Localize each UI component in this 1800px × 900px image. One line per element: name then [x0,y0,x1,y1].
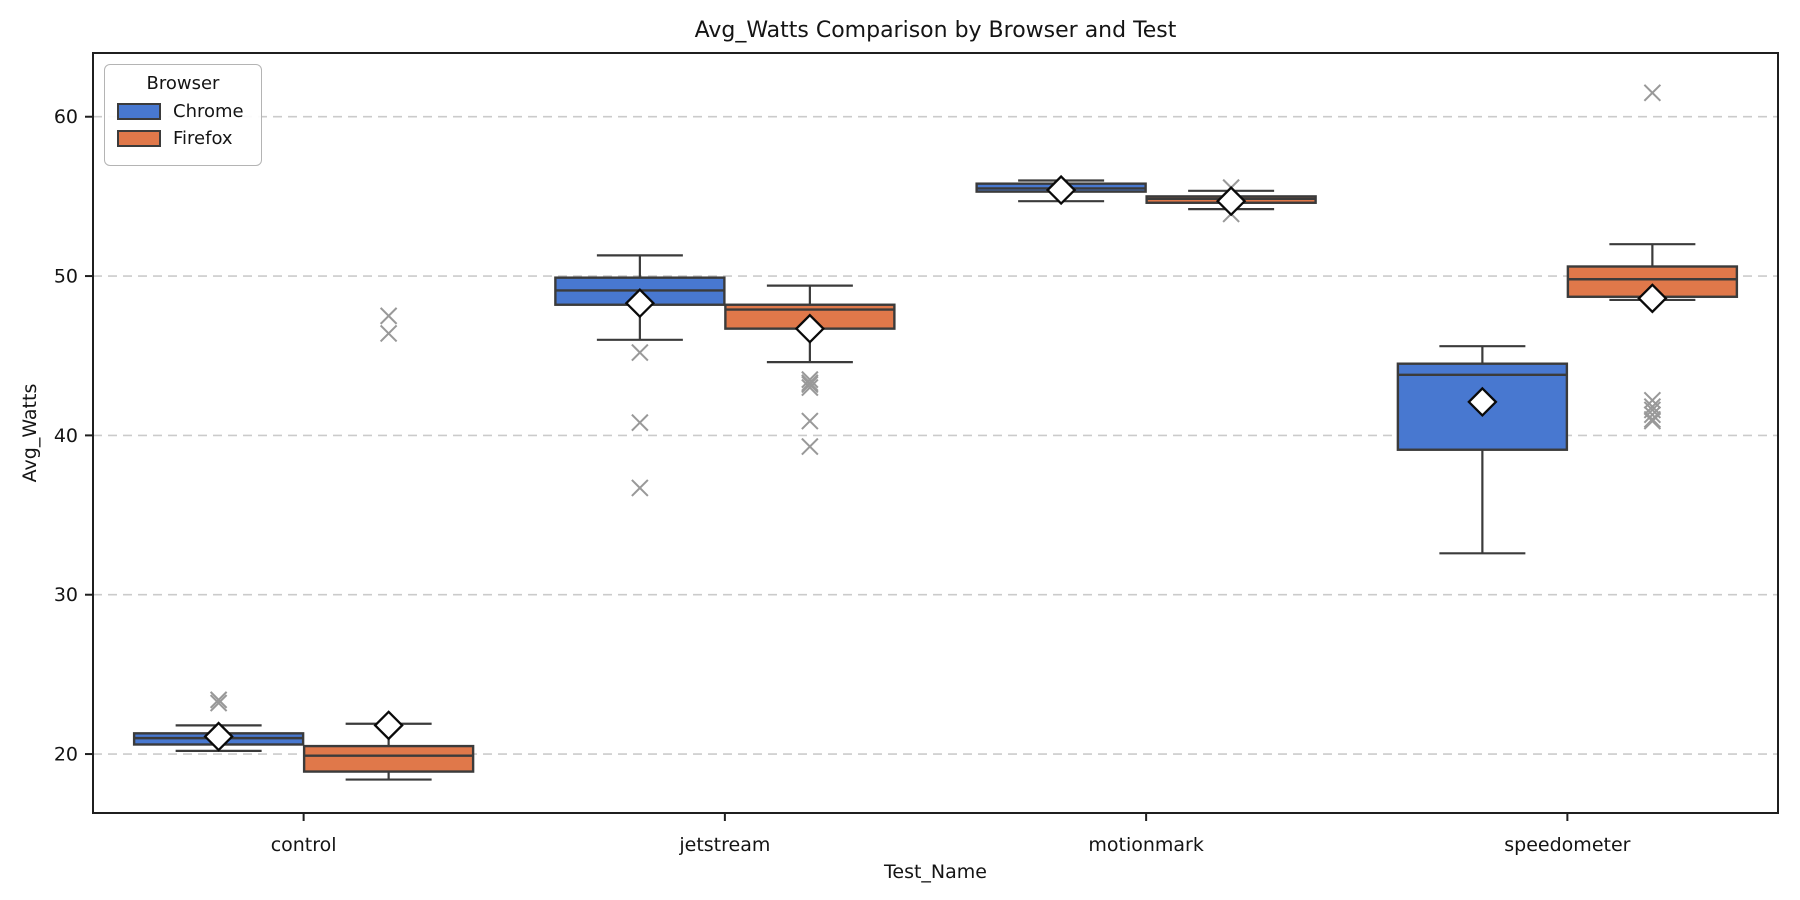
outlier-x-icon [631,479,649,497]
y-tick-label: 60 [54,106,78,128]
outlier-x-icon [631,343,649,362]
outlier-x-icon [801,374,819,392]
plot-border [92,52,1779,814]
x-tick-label: jetstream [678,834,770,856]
mean-diamond-chrome-motionmark [1046,174,1077,206]
mean-diamond-chrome-jetstream [624,288,656,319]
mean-diamond-chrome-control [203,721,234,752]
legend-swatch-firefox-icon [117,130,161,147]
outlier-x-icon [1643,398,1662,416]
y-axis-label: Avg_Watts [19,383,41,483]
legend-item-label: Chrome [173,101,244,122]
x-axis-label: Test_Name [884,861,987,883]
outlier-x-icon [631,413,649,432]
x-tick-label: motionmark [1088,834,1204,856]
outlier-x-icon [1643,410,1662,429]
outlier-x-icon [379,324,398,343]
legend-title: Browser [146,73,220,94]
outlier-x-icon [379,307,398,325]
y-tick-label: 50 [54,266,78,288]
outlier-x-icon [1643,405,1662,424]
outlier-x-icon [1643,84,1662,102]
legend-swatch-chrome-icon [117,103,161,120]
outlier-x-icon [801,378,819,397]
mean-diamond-chrome-speedometer [1467,386,1498,418]
outlier-x-icon [1643,412,1662,430]
mean-diamond-firefox-jetstream [794,313,826,344]
legend-item-chrome: Chrome [117,101,251,122]
legend-item-firefox: Firefox [117,128,251,149]
y-tick-label: 20 [54,744,78,766]
outlier-x-icon [209,694,228,712]
mean-diamond-firefox-motionmark [1216,186,1247,217]
outlier-x-icon [209,691,228,709]
mean-diamond-firefox-control [373,710,404,741]
outlier-x-icon [801,370,819,389]
legend-item-label: Firefox [173,128,233,149]
x-tick-label: control [271,834,337,856]
figure-title: Avg_Watts Comparison by Browser and Test [694,18,1177,43]
y-tick-label: 30 [54,584,78,606]
mean-diamond-firefox-speedometer [1637,283,1668,314]
y-tick-label: 40 [54,425,78,447]
outlier-x-icon [801,437,819,456]
outlier-x-icon [801,375,819,394]
x-tick-label: speedometer [1504,834,1630,856]
box-firefox-control [302,744,475,773]
outlier-x-icon [801,412,819,430]
legend: Browser Chrome Firefox [104,64,262,166]
